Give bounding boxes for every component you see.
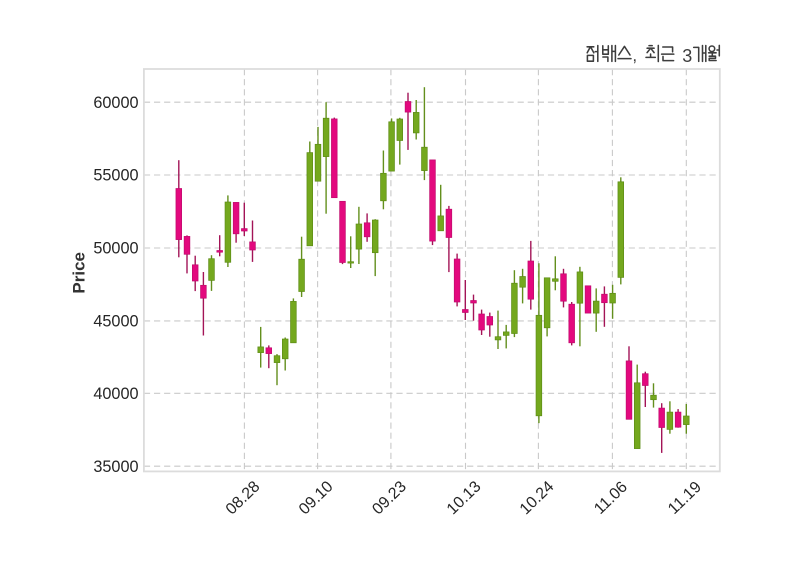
svg-text:45000: 45000 <box>93 313 138 331</box>
svg-text:50000: 50000 <box>93 240 138 258</box>
svg-text:,: , <box>632 46 637 65</box>
svg-text:60000: 60000 <box>93 94 138 112</box>
svg-text:3: 3 <box>682 46 692 66</box>
svg-text:Price: Price <box>70 252 89 294</box>
svg-text:40000: 40000 <box>93 385 138 403</box>
svg-text:55000: 55000 <box>93 167 138 185</box>
svg-text:35000: 35000 <box>93 458 138 476</box>
